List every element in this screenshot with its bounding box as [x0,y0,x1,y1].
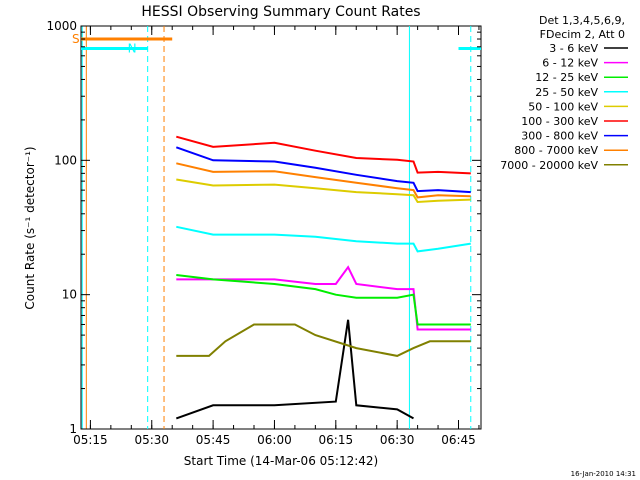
x-axis-label: Start Time (14-Mar-06 05:12:42) [184,454,378,468]
legend: Det 1,3,4,5,6,9,FDecim 2, Att 03 - 6 keV… [500,14,628,172]
series-line-4 [176,178,471,204]
y-axis-label: Count Rate (s⁻¹ detector⁻¹) [23,146,37,309]
series-layer [175,135,471,420]
y-tick-label: 1000 [46,19,77,33]
legend-entry-label: 50 - 100 keV [528,100,598,113]
y-axis-ticks: 1 10 100 1000 [46,19,481,436]
legend-header: FDecim 2, Att 0 [540,28,625,41]
legend-entry-label: 800 - 7000 keV [514,144,598,157]
legend-entry-label: 7000 - 20000 keV [500,159,598,172]
series-line-6 [175,146,471,194]
y-tick-label: 100 [54,153,77,167]
legend-header: Det 1,3,4,5,6,9, [539,14,625,27]
chart-title: HESSI Observing Summary Count Rates [141,4,420,20]
series-line-5 [176,135,471,175]
x-tick-label: 05:45 [196,433,231,447]
series-line-2 [176,274,471,326]
legend-entry-label: 6 - 12 keV [542,57,598,70]
plot-frame [80,25,482,430]
x-tick-label: 06:30 [380,433,415,447]
legend-entry-label: 3 - 6 keV [549,42,598,55]
legend-entry-label: 25 - 50 keV [535,86,598,99]
series-line-1 [176,265,471,331]
annotation-label-N: N [128,41,137,55]
legend-entry-label: 300 - 800 keV [521,130,598,143]
x-tick-label: 05:30 [134,433,169,447]
annotation-bars: SN [72,32,481,55]
x-tick-label: 05:15 [73,433,108,447]
x-axis-ticks: 05:15 05:30 05:45 06:00 06:15 06:30 06:45 [73,26,480,447]
series-line-3 [176,225,471,253]
x-tick-label: 06:00 [257,433,292,447]
x-tick-label: 06:45 [441,433,476,447]
vertical-markers [81,26,472,429]
annotation-label-S: S [72,32,80,46]
series-line-7 [176,162,471,199]
footer-timestamp: 16-Jan-2010 14:31 [571,470,636,478]
series-line-8 [176,323,471,357]
y-tick-label: 10 [62,288,77,302]
legend-entry-label: 12 - 25 keV [535,71,598,84]
series-line-0 [175,319,414,420]
legend-entry-label: 100 - 300 keV [521,115,598,128]
x-tick-label: 06:15 [319,433,354,447]
y-tick-label: 1 [69,422,77,436]
